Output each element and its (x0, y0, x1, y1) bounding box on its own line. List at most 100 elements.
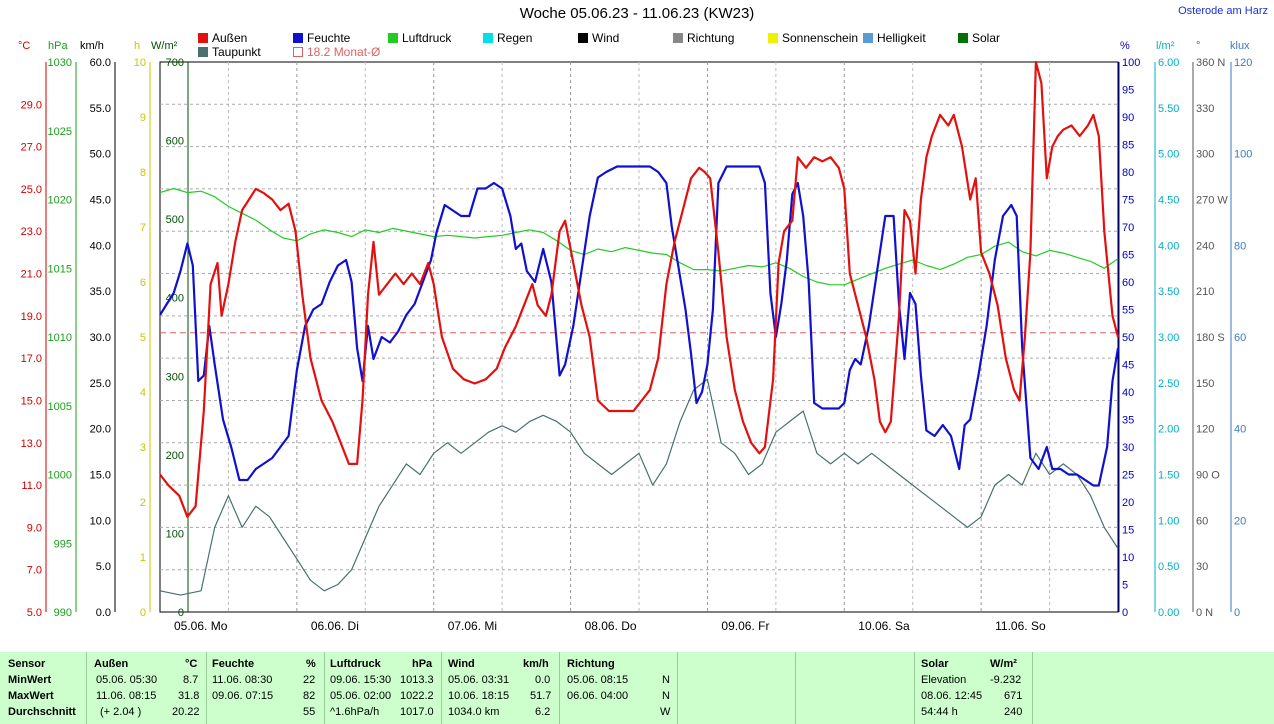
tick-sun: 10 (134, 57, 146, 69)
tick-temp: 25.0 (21, 184, 42, 196)
aussen-unit: °C (185, 658, 198, 670)
series-line (159, 165, 1120, 487)
tick-dir: 360 N (1196, 57, 1225, 69)
tick-hum: 0 (1122, 607, 1128, 619)
aussen-max-value: 31.8 (178, 690, 200, 702)
wind-header: Wind (448, 658, 475, 670)
x-label: 07.06. Mi (448, 619, 497, 633)
tick-temp: 21.0 (21, 269, 42, 281)
x-label: 09.06. Fr (721, 619, 769, 633)
tick-hum: 75 (1122, 195, 1134, 207)
solar-max-value: 671 (1004, 690, 1023, 702)
luftdruck-unit: hPa (412, 658, 433, 670)
tick-rain: 4.50 (1158, 195, 1179, 207)
feuchte-min-value: 22 (303, 674, 316, 686)
solar-elevation-label: Elevation (921, 674, 967, 686)
solar-header: Solar (921, 658, 949, 670)
tick-press: 1015 (48, 263, 72, 275)
tick-hum: 95 (1122, 85, 1134, 97)
wind-max-time: 10.06. 18:15 (448, 690, 510, 702)
tick-wind: 10.0 (90, 515, 111, 527)
tick-dir: 180 S (1196, 332, 1225, 344)
tick-lux: 80 (1234, 240, 1246, 252)
location-link[interactable]: Osterode am Harz (1178, 5, 1268, 17)
richtung-max-time: 06.06. 04:00 (567, 690, 629, 702)
tick-hum: 25 (1122, 470, 1134, 482)
aussen-avg-value: 20.22 (172, 706, 200, 718)
richtung-max-value: N (662, 690, 670, 702)
tick-sun: 9 (140, 112, 146, 124)
tick-dir: 330 (1196, 103, 1214, 115)
tick-temp: 7.0 (27, 565, 42, 577)
tick-press: 1010 (48, 332, 72, 344)
tick-temp: 9.0 (27, 522, 42, 534)
richtung-avg-value: W (660, 706, 671, 718)
tick-rain: 0.50 (1158, 561, 1179, 573)
tick-wind: 25.0 (90, 378, 111, 390)
richtung-min-value: N (662, 674, 670, 686)
tick-rain: 6.00 (1158, 57, 1179, 69)
tick-dir: 270 W (1196, 195, 1228, 207)
series-line (159, 378, 1119, 596)
tick-dir: 60 (1196, 515, 1208, 527)
tick-wind: 60.0 (90, 57, 111, 69)
tick-sun: 7 (140, 222, 146, 234)
aussen-max-time: 11.06. 08:15 (96, 690, 157, 702)
tick-temp: 29.0 (21, 99, 42, 111)
tick-temp: 19.0 (21, 311, 42, 323)
tick-temp: 11.0 (21, 480, 42, 492)
tick-hum: 65 (1122, 250, 1134, 262)
tick-temp: 5.0 (27, 607, 42, 619)
luftdruck-min-value: 1013.3 (400, 674, 434, 686)
wind-distance: 1034.0 km (448, 706, 500, 718)
tick-hum: 80 (1122, 167, 1134, 179)
legend-taupunkt: Taupunkt (198, 45, 261, 59)
luftdruck-trend: ^1.6hPa/h (330, 706, 380, 718)
tick-press: 1020 (48, 195, 72, 207)
tick-sun: 3 (140, 442, 146, 454)
legend-monthly-avg: 18.2 Monat-Ø (293, 45, 380, 59)
unit-solar: W/m² (151, 40, 178, 52)
legend-richtung: Richtung (673, 31, 734, 45)
tick-rain: 3.50 (1158, 286, 1179, 298)
tick-sun: 2 (140, 497, 146, 509)
tick-solar: 500 (166, 214, 184, 226)
feuchte-header: Feuchte (212, 658, 255, 670)
tick-press: 1030 (48, 57, 72, 69)
solar-duration: 54:44 h (921, 706, 958, 718)
legend-feuchte: Feuchte (293, 31, 350, 45)
tick-wind: 55.0 (90, 103, 111, 115)
row-max: MaxWert (8, 690, 54, 702)
tick-hum: 60 (1122, 277, 1134, 289)
tick-hum: 70 (1122, 222, 1134, 234)
tick-rain: 1.50 (1158, 470, 1179, 482)
tick-rain: 5.50 (1158, 103, 1179, 115)
tick-solar: 700 (166, 57, 184, 69)
tick-dir: 210 (1196, 286, 1214, 298)
tick-wind: 35.0 (90, 286, 111, 298)
tick-hum: 5 (1122, 580, 1128, 592)
aussen-min-value: 8.7 (183, 674, 199, 686)
wind-min-time: 05.06. 03:31 (448, 674, 510, 686)
luftdruck-min-time: 09.06. 15:30 (330, 674, 392, 686)
tick-temp: 17.0 (21, 353, 42, 365)
aussen-min-time: 05.06. 05:30 (96, 674, 158, 686)
tick-sun: 8 (140, 167, 146, 179)
x-label: 11.06. So (995, 619, 1046, 633)
row-avg: Durchschnitt (8, 706, 76, 718)
sensor-header: Sensor (8, 658, 46, 670)
tick-hum: 10 (1122, 552, 1134, 564)
tick-wind: 40.0 (90, 240, 111, 252)
tick-hum: 55 (1122, 305, 1134, 317)
aussen-header: Außen (94, 658, 129, 670)
legend-helligkeit: Helligkeit (863, 31, 926, 45)
tick-press: 1005 (48, 401, 72, 413)
feuchte-min-time: 11.06. 08:30 (212, 674, 273, 686)
luftdruck-header: Luftdruck (330, 658, 381, 670)
solar-elevation-value: -9.232 (990, 674, 1022, 686)
richtung-header: Richtung (567, 658, 615, 670)
legend-wind: Wind (578, 31, 619, 45)
unit-dir: ° (1196, 40, 1201, 52)
x-label: 05.06. Mo (174, 619, 228, 633)
x-label: 06.06. Di (311, 619, 359, 633)
